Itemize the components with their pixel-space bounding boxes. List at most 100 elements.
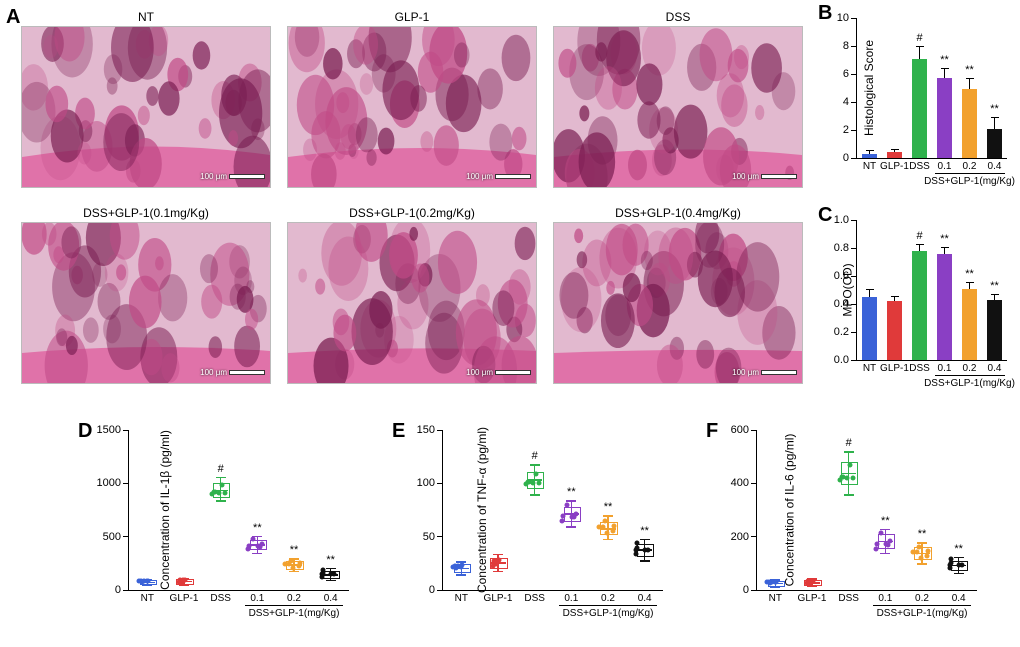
data-point xyxy=(297,564,302,569)
data-point xyxy=(809,579,814,584)
data-point xyxy=(291,565,296,570)
histology-cell: DSS 100 μm xyxy=(554,10,802,188)
significance-marker: ** xyxy=(567,486,576,498)
data-point xyxy=(960,563,965,568)
bar xyxy=(937,254,953,360)
panel-f-label: F xyxy=(706,420,718,443)
data-point xyxy=(176,580,181,585)
significance-marker: ** xyxy=(253,522,262,534)
xtick-label: DSS xyxy=(210,593,231,604)
significance-marker: ** xyxy=(965,268,974,280)
xtick-label: 0.4 xyxy=(988,363,1002,374)
data-point xyxy=(804,581,809,586)
ytick-label: 500 xyxy=(103,531,129,543)
significance-marker: ** xyxy=(965,64,974,76)
data-point xyxy=(879,530,884,535)
ytick-label: 2 xyxy=(843,124,857,136)
histology-image: 100 μm xyxy=(553,222,803,384)
significance-marker: # xyxy=(846,437,852,449)
xtick-label: DSS xyxy=(909,161,930,172)
histology-cell: GLP-1 100 μm xyxy=(288,10,536,188)
panel-c-label: C xyxy=(818,204,832,227)
data-point xyxy=(222,491,227,496)
significance-marker: # xyxy=(218,463,224,475)
data-point xyxy=(947,566,952,571)
ytick-label: 0.8 xyxy=(834,242,857,254)
axis-label-b: Histological Score xyxy=(862,40,876,136)
panel-b-label: B xyxy=(818,2,832,25)
significance-marker: ** xyxy=(954,543,963,555)
ytick-label: 0.6 xyxy=(834,270,857,282)
ytick-label: 0 xyxy=(743,584,757,596)
ytick-label: 0.4 xyxy=(834,298,857,310)
data-point xyxy=(596,524,601,529)
bar xyxy=(962,289,978,360)
significance-marker: # xyxy=(916,230,922,242)
significance-marker: ** xyxy=(918,528,927,540)
ytick-label: 100 xyxy=(417,477,443,489)
histology-image: 100 μm xyxy=(21,26,271,188)
data-point xyxy=(850,476,855,481)
data-point xyxy=(773,579,778,584)
data-point xyxy=(454,565,459,570)
significance-marker: # xyxy=(916,32,922,44)
data-point xyxy=(560,518,565,523)
data-point xyxy=(490,564,495,569)
data-point xyxy=(495,558,500,563)
significance-marker: ** xyxy=(640,525,649,537)
bar-chart-b: Histological Score 0246810NTGLP-1#DSS**0… xyxy=(856,18,1007,159)
histology-title: DSS+GLP-1(0.1mg/Kg) xyxy=(83,206,209,220)
ytick-label: 50 xyxy=(423,531,443,543)
xtick-label: GLP-1 xyxy=(170,593,199,604)
bar xyxy=(987,129,1003,158)
histology-title: NT xyxy=(138,10,154,24)
data-point xyxy=(145,578,150,583)
xtick-label: 0.1 xyxy=(878,593,892,604)
xtick-label: 0.4 xyxy=(324,593,338,604)
xtick-label: 0.1 xyxy=(250,593,264,604)
scale-bar: 100 μm xyxy=(732,172,796,181)
dose-group-label: DSS+GLP-1(mg/Kg) xyxy=(924,378,1015,389)
data-point xyxy=(602,519,607,524)
xtick-label: NT xyxy=(455,593,468,604)
xtick-label: 0.2 xyxy=(601,593,615,604)
bar-chart-c: MPO(OD) 0.00.20.40.60.81.0NTGLP-1#DSS**0… xyxy=(856,220,1007,361)
data-point xyxy=(282,561,287,566)
data-point xyxy=(845,476,850,481)
data-point xyxy=(531,481,536,486)
histology-title: DSS+GLP-1(0.4mg/Kg) xyxy=(615,206,741,220)
panel-e-label: E xyxy=(392,420,405,443)
ytick-label: 10 xyxy=(837,12,857,24)
xtick-label: 0.1 xyxy=(564,593,578,604)
xtick-label: GLP-1 xyxy=(880,161,909,172)
data-point xyxy=(874,546,879,551)
scale-bar: 100 μm xyxy=(466,368,530,377)
axis-label-f: Concentration of IL-6 (pg/ml) xyxy=(782,434,796,587)
box-chart-d: Concentration of IL-1β (pg/ml) 050010001… xyxy=(128,430,349,591)
data-point xyxy=(839,474,844,479)
data-point xyxy=(255,544,260,549)
xtick-label: 0.1 xyxy=(938,363,952,374)
box-chart-f: Concentration of IL-6 (pg/ml) 0200400600… xyxy=(756,430,977,591)
bar xyxy=(862,297,878,360)
scale-bar: 100 μm xyxy=(466,172,530,181)
xtick-label: GLP-1 xyxy=(484,593,513,604)
data-point xyxy=(611,523,616,528)
data-point xyxy=(459,563,464,568)
data-point xyxy=(768,580,773,585)
dose-group-label: DSS+GLP-1(mg/Kg) xyxy=(924,176,1015,187)
histology-title: DSS xyxy=(666,10,691,24)
data-point xyxy=(525,480,530,485)
significance-marker: ** xyxy=(604,501,613,513)
xtick-label: GLP-1 xyxy=(798,593,827,604)
data-point xyxy=(251,536,256,541)
data-point xyxy=(219,483,224,488)
dose-group-label: DSS+GLP-1(mg/Kg) xyxy=(877,608,968,619)
xtick-label: 0.4 xyxy=(988,161,1002,172)
xtick-label: 0.4 xyxy=(638,593,652,604)
data-point xyxy=(646,548,651,553)
scale-bar: 100 μm xyxy=(200,172,264,181)
significance-marker: ** xyxy=(326,554,335,566)
xtick-label: NT xyxy=(769,593,782,604)
panel-a-label: A xyxy=(6,6,20,29)
